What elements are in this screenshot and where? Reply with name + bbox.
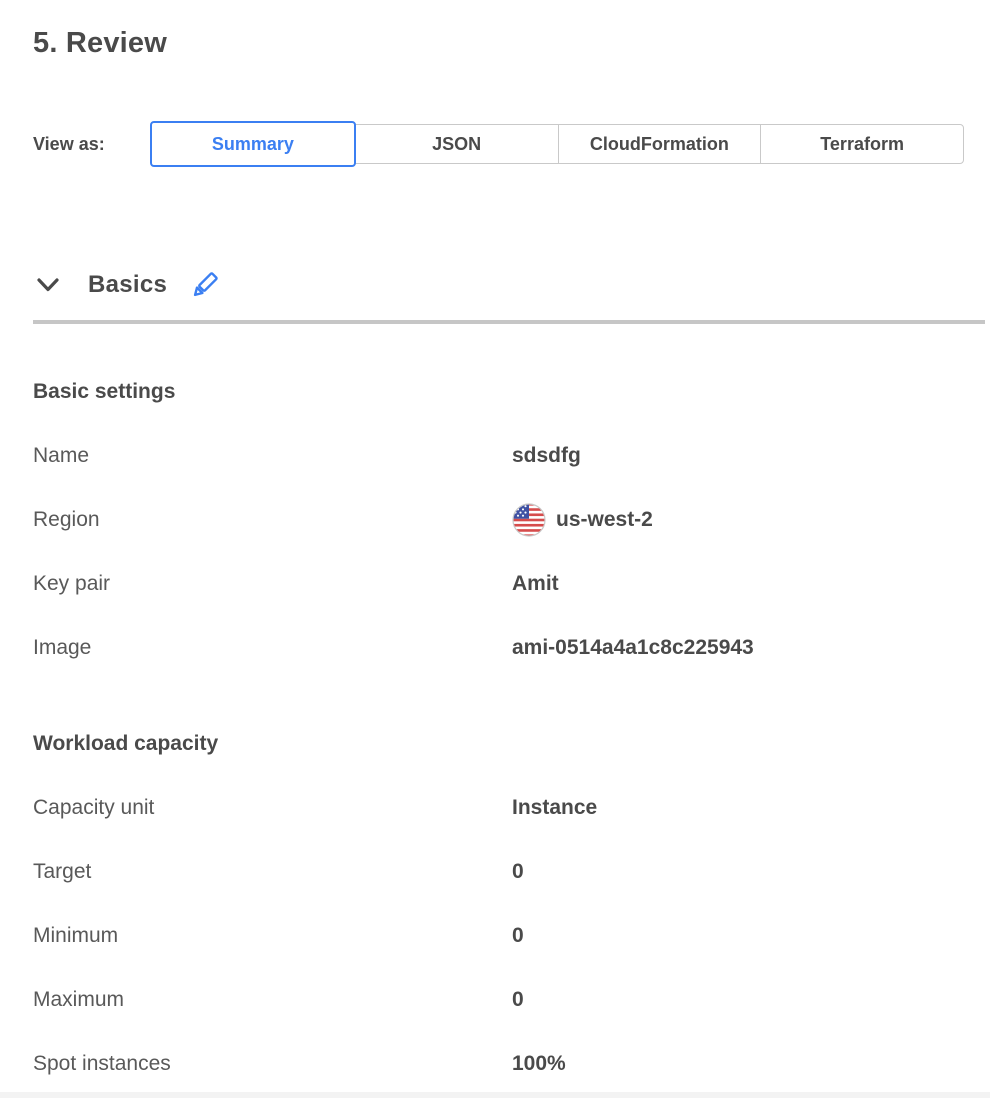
summary-row-spot-instances: Spot instances 100% xyxy=(33,1050,990,1078)
row-label: Image xyxy=(33,636,92,659)
row-label: Key pair xyxy=(33,572,111,595)
row-label: Minimum xyxy=(33,924,119,947)
summary-row-target: Target 0 xyxy=(33,858,990,886)
basics-section-header: Basics xyxy=(33,266,990,304)
row-value: Amit xyxy=(512,572,559,595)
section-divider xyxy=(33,320,985,324)
tab-terraform[interactable]: Terraform xyxy=(760,124,964,164)
chevron-down-icon[interactable] xyxy=(36,277,60,293)
group-title-basic-settings: Basic settings xyxy=(33,380,176,403)
summary-row-minimum: Minimum 0 xyxy=(33,922,990,950)
group-title-workload-capacity: Workload capacity xyxy=(33,732,219,755)
next-section-divider xyxy=(0,1092,990,1098)
pencil-icon[interactable] xyxy=(189,269,221,301)
tab-cloudformation[interactable]: CloudFormation xyxy=(557,124,762,164)
region-value: us-west-2 xyxy=(556,508,653,531)
row-label: Maximum xyxy=(33,988,125,1011)
row-value: 100% xyxy=(512,1052,566,1075)
summary-row-region: Region xyxy=(33,503,990,537)
row-label: Capacity unit xyxy=(33,796,155,819)
tab-summary[interactable]: Summary xyxy=(150,121,356,167)
row-label: Spot instances xyxy=(33,1052,171,1075)
view-as-row: View as: Summary JSON CloudFormation Ter… xyxy=(33,121,990,167)
row-value: 0 xyxy=(512,988,524,1011)
summary-row-image: Image ami-0514a4a1c8c225943 xyxy=(33,634,990,662)
summary-row-key-pair: Key pair Amit xyxy=(33,570,990,598)
row-label: Target xyxy=(33,860,92,883)
summary-row-maximum: Maximum 0 xyxy=(33,986,990,1014)
row-value: 0 xyxy=(512,924,524,947)
view-as-label: View as: xyxy=(33,133,105,154)
view-as-tab-group: Summary JSON CloudFormation Terraform xyxy=(150,121,964,167)
row-value: 0 xyxy=(512,860,524,883)
row-label: Name xyxy=(33,444,90,467)
row-label: Region xyxy=(33,508,100,531)
basics-section-title: Basics xyxy=(88,271,168,298)
row-value: Instance xyxy=(512,796,598,819)
summary-row-capacity-unit: Capacity unit Instance xyxy=(33,794,990,822)
row-value: ami-0514a4a1c8c225943 xyxy=(512,636,754,659)
page-title: 5. Review xyxy=(33,27,167,59)
tab-json[interactable]: JSON xyxy=(354,124,559,164)
summary-row-name: Name sdsdfg xyxy=(33,442,990,470)
row-value-region: us-west-2 xyxy=(512,503,653,537)
row-value: sdsdfg xyxy=(512,444,581,467)
us-flag-icon xyxy=(512,503,546,537)
